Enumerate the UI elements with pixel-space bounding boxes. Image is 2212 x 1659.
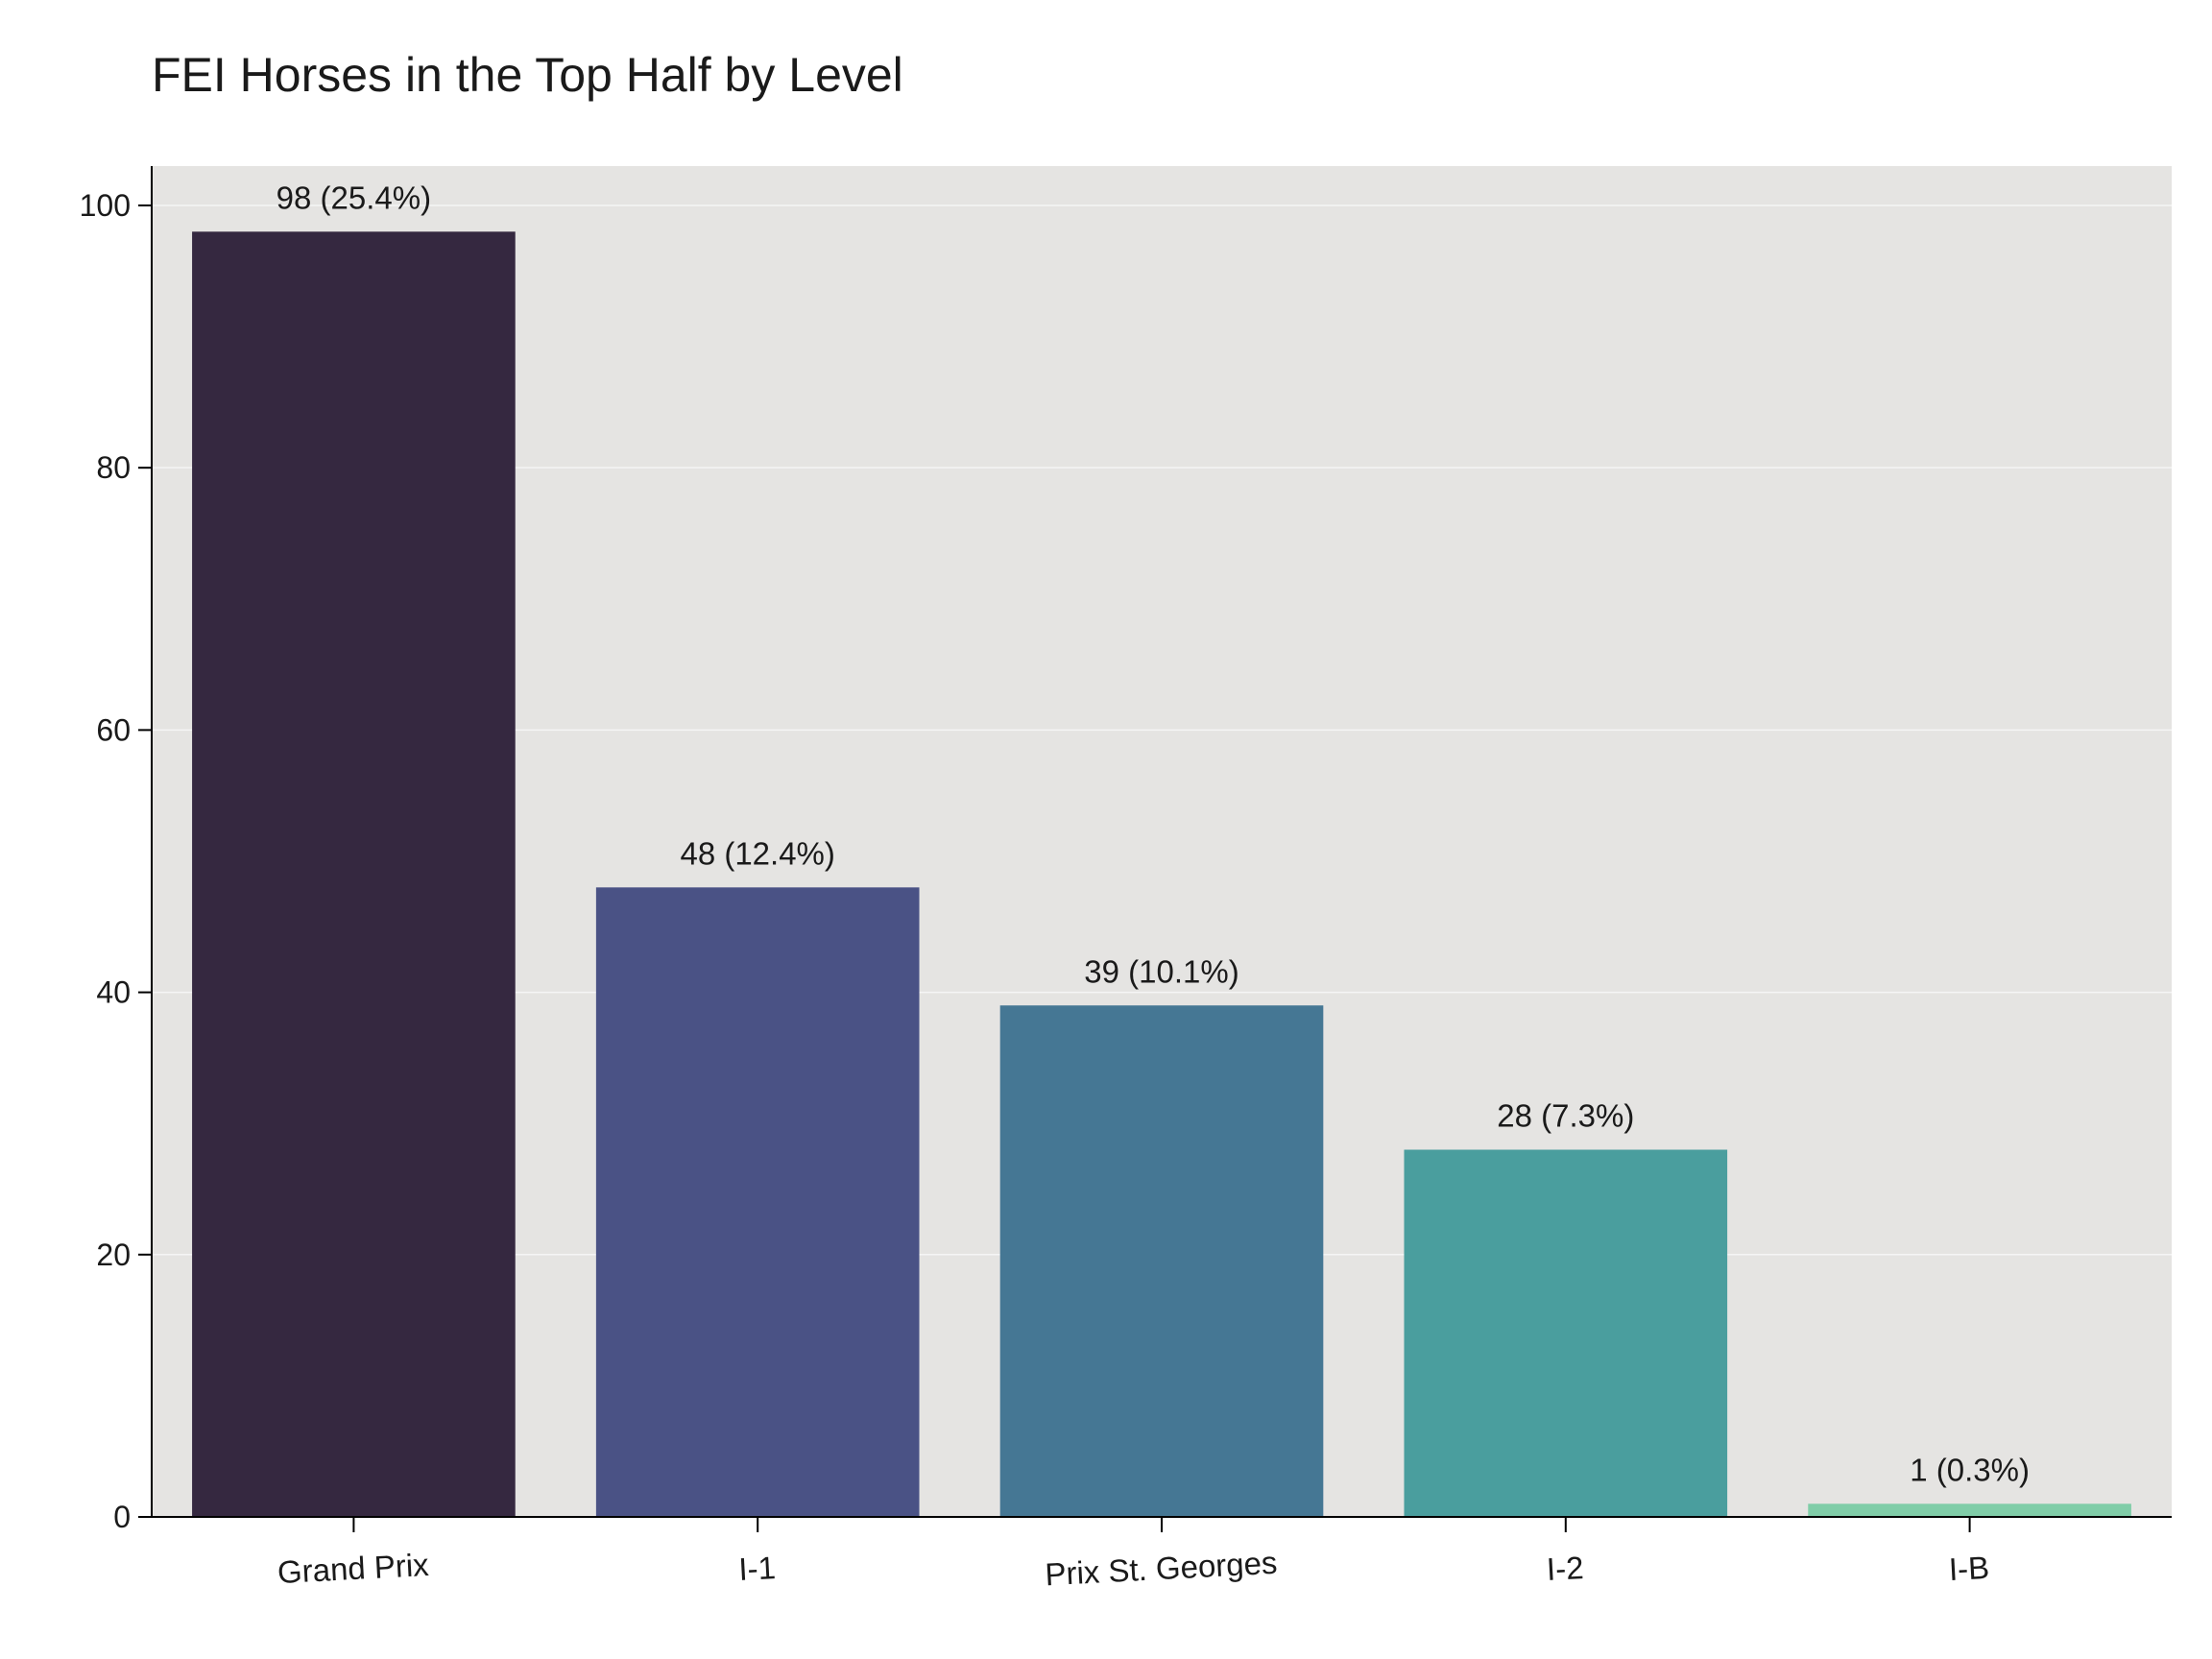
bar-value-label: 39 (10.1%): [1084, 953, 1238, 989]
x-tick-label: I-2: [1546, 1550, 1584, 1587]
bar-value-label: 1 (0.3%): [1910, 1452, 2030, 1487]
bar: [1404, 1149, 1728, 1517]
bar: [192, 231, 516, 1517]
bar: [595, 887, 920, 1517]
bars: [192, 231, 2131, 1517]
y-tick-label: 40: [96, 975, 131, 1010]
x-axis-ticks: Grand Prix I-1 Prix St. Georges I-2 I-B: [276, 1517, 1990, 1592]
bar-value-label: 28 (7.3%): [1497, 1098, 1634, 1134]
y-tick-label: 60: [96, 712, 131, 747]
data-labels: 98 (25.4%) 48 (12.4%) 39 (10.1%) 28 (7.3%) 1…: [276, 180, 2030, 1487]
x-tick-label: I-B: [1948, 1550, 1990, 1587]
bar-value-label: 48 (12.4%): [680, 835, 834, 871]
x-tick-label: I-1: [737, 1550, 776, 1587]
chart-title: FEI Horses in the Top Half by Level: [152, 48, 903, 102]
y-tick-label: 100: [80, 188, 131, 223]
bar: [1808, 1503, 2131, 1517]
y-tick-label: 20: [96, 1238, 131, 1272]
bar: [999, 1005, 1324, 1517]
y-tick-label: 0: [113, 1500, 131, 1534]
y-axis-ticks: 0 20 40 60 80 100: [80, 188, 152, 1534]
bar-value-label: 98 (25.4%): [276, 180, 431, 215]
x-tick-label: Prix St. Georges: [1045, 1545, 1279, 1593]
x-tick-label: Grand Prix: [276, 1547, 430, 1590]
y-tick-label: 80: [96, 450, 131, 485]
